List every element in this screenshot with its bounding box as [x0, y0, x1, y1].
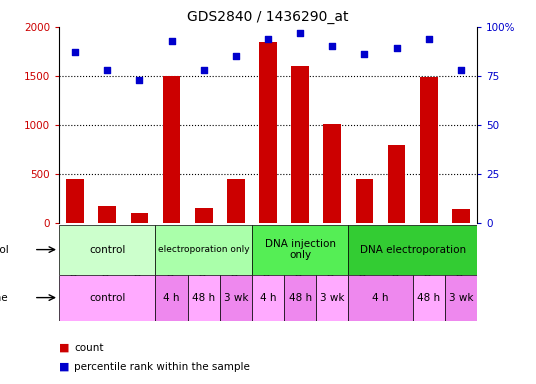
Bar: [163, 76, 181, 223]
Text: ■: ■: [59, 362, 70, 372]
Text: 3 wk: 3 wk: [320, 293, 345, 303]
Point: [296, 30, 304, 36]
Text: 3 wk: 3 wk: [449, 293, 473, 303]
Bar: [348, 275, 413, 321]
Title: GDS2840 / 1436290_at: GDS2840 / 1436290_at: [187, 10, 349, 25]
Bar: [316, 275, 348, 321]
Bar: [324, 124, 341, 223]
Text: 4 h: 4 h: [260, 293, 276, 303]
Bar: [259, 41, 277, 223]
Text: 4 h: 4 h: [373, 293, 389, 303]
Text: percentile rank within the sample: percentile rank within the sample: [74, 362, 250, 372]
Bar: [155, 225, 252, 275]
Point: [135, 77, 144, 83]
Text: 3 wk: 3 wk: [224, 293, 248, 303]
Point: [392, 45, 401, 51]
Text: ■: ■: [59, 343, 70, 353]
Point: [232, 53, 240, 59]
Point: [199, 67, 208, 73]
Text: DNA injection
only: DNA injection only: [265, 239, 336, 260]
Text: time: time: [0, 293, 9, 303]
Text: control: control: [89, 293, 125, 303]
Bar: [195, 208, 213, 223]
Bar: [348, 225, 477, 275]
Bar: [99, 205, 116, 223]
Bar: [452, 209, 470, 223]
Bar: [59, 225, 155, 275]
Bar: [420, 77, 438, 223]
Bar: [356, 179, 374, 223]
Text: count: count: [74, 343, 103, 353]
Bar: [252, 225, 348, 275]
Text: 48 h: 48 h: [288, 293, 312, 303]
Text: protocol: protocol: [0, 245, 9, 255]
Bar: [292, 66, 309, 223]
Point: [167, 38, 176, 44]
Text: control: control: [89, 245, 125, 255]
Bar: [188, 275, 220, 321]
Bar: [284, 275, 316, 321]
Point: [103, 67, 111, 73]
Bar: [59, 275, 155, 321]
Text: DNA electroporation: DNA electroporation: [360, 245, 466, 255]
Text: 48 h: 48 h: [192, 293, 215, 303]
Bar: [388, 146, 406, 223]
Point: [71, 49, 79, 55]
Bar: [445, 275, 477, 321]
Point: [457, 67, 465, 73]
Point: [328, 43, 337, 50]
Point: [264, 36, 272, 42]
Bar: [66, 179, 84, 223]
Text: electroporation only: electroporation only: [158, 245, 249, 254]
Text: 4 h: 4 h: [163, 293, 180, 303]
Point: [425, 36, 433, 42]
Bar: [131, 213, 148, 223]
Bar: [252, 275, 284, 321]
Bar: [227, 179, 244, 223]
Bar: [413, 275, 445, 321]
Point: [360, 51, 369, 57]
Text: 48 h: 48 h: [417, 293, 441, 303]
Bar: [220, 275, 252, 321]
Bar: [155, 275, 188, 321]
